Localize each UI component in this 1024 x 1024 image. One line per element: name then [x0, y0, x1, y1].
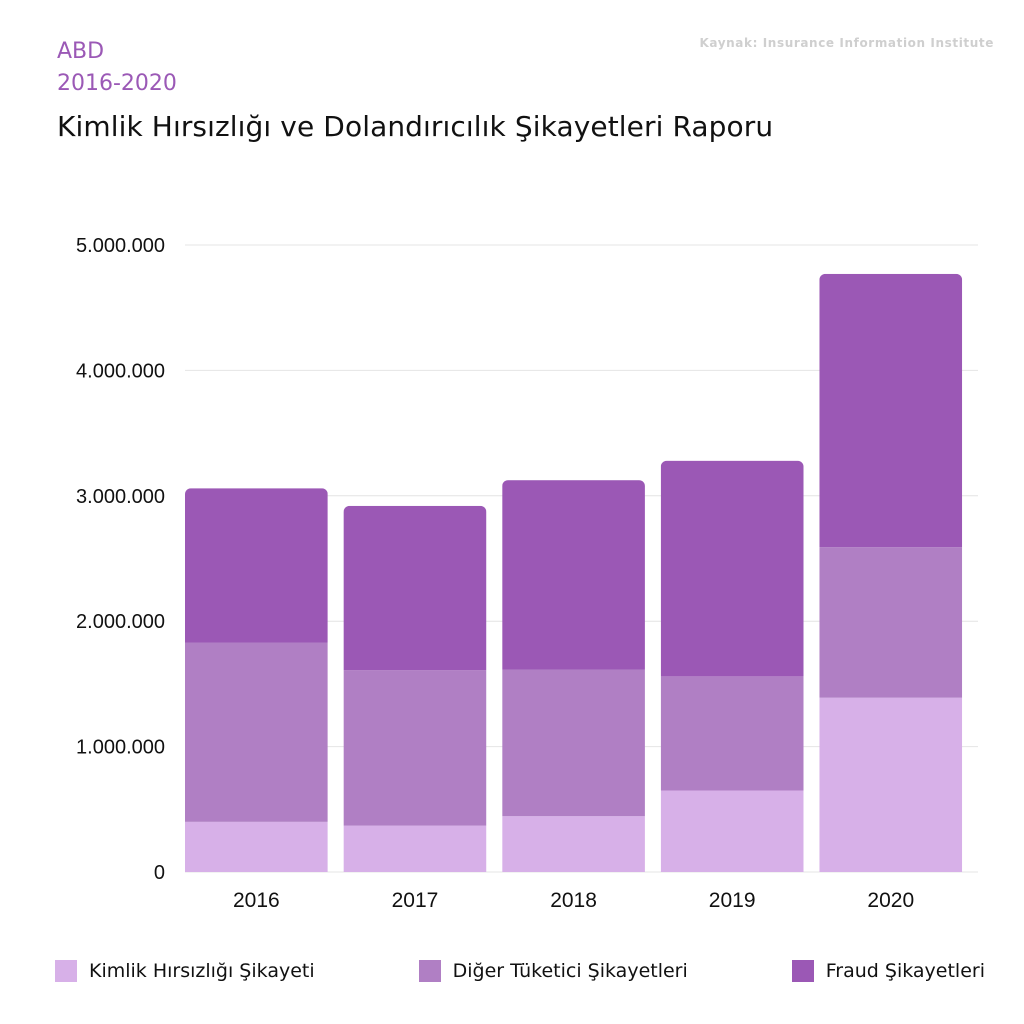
x-tick-label: 2018 [550, 889, 597, 912]
source-note: Kaynak: Insurance Information Institute [699, 36, 994, 50]
y-tick-label: 2.000.000 [76, 611, 165, 633]
bar-segment [343, 825, 487, 872]
legend-swatch-fraud [791, 960, 814, 982]
legend-swatch-identity [55, 960, 77, 982]
legend-label-other: Diğer Tüketici Şikayetleri [452, 960, 688, 982]
y-tick-label: 5.000.000 [76, 235, 165, 257]
y-tick-label: 0 [154, 862, 165, 884]
bar-segment [660, 676, 804, 791]
legend-item-identity: Kimlik Hırsızlığı Şikayeti [55, 960, 315, 982]
bar-segment [502, 669, 645, 817]
y-tick-label: 1.000.000 [76, 737, 165, 759]
x-tick-label: 2017 [392, 889, 439, 912]
bar-segment [343, 505, 487, 671]
bar-segment [343, 670, 487, 826]
x-tick-label: 2019 [709, 889, 756, 912]
legend-label-fraud: Fraud Şikayetleri [825, 960, 985, 982]
y-tick-label: 3.000.000 [76, 486, 165, 508]
bar-segment [185, 821, 328, 872]
bar-segment [185, 488, 328, 643]
bar-segment [185, 642, 328, 822]
bar-segment [502, 816, 645, 872]
x-tick-label: 2020 [867, 889, 914, 912]
bar-segment [660, 790, 804, 872]
x-tick-label: 2016 [233, 889, 280, 912]
bar-segment [660, 460, 804, 677]
legend-item-other: Diğer Tüketici Şikayetleri [418, 960, 688, 982]
bar-segment [502, 480, 645, 670]
legend-swatch-other [418, 960, 441, 982]
chart-legend: Kimlik Hırsızlığı Şikayeti Diğer Tüketic… [55, 960, 985, 982]
chart-title: Kimlik Hırsızlığı ve Dolandırıcılık Şika… [57, 110, 774, 143]
y-tick-label: 4.000.000 [76, 360, 165, 382]
bar-segment [819, 697, 963, 872]
legend-label-identity: Kimlik Hırsızlığı Şikayeti [89, 960, 315, 982]
region-label: ABD [57, 39, 105, 64]
bar-segment [819, 273, 963, 548]
bar-segment [819, 547, 963, 698]
year-range-label: 2016-2020 [57, 71, 177, 96]
chart-header: ABD 2016-2020 [57, 36, 177, 100]
legend-item-fraud: Fraud Şikayetleri [791, 960, 985, 982]
